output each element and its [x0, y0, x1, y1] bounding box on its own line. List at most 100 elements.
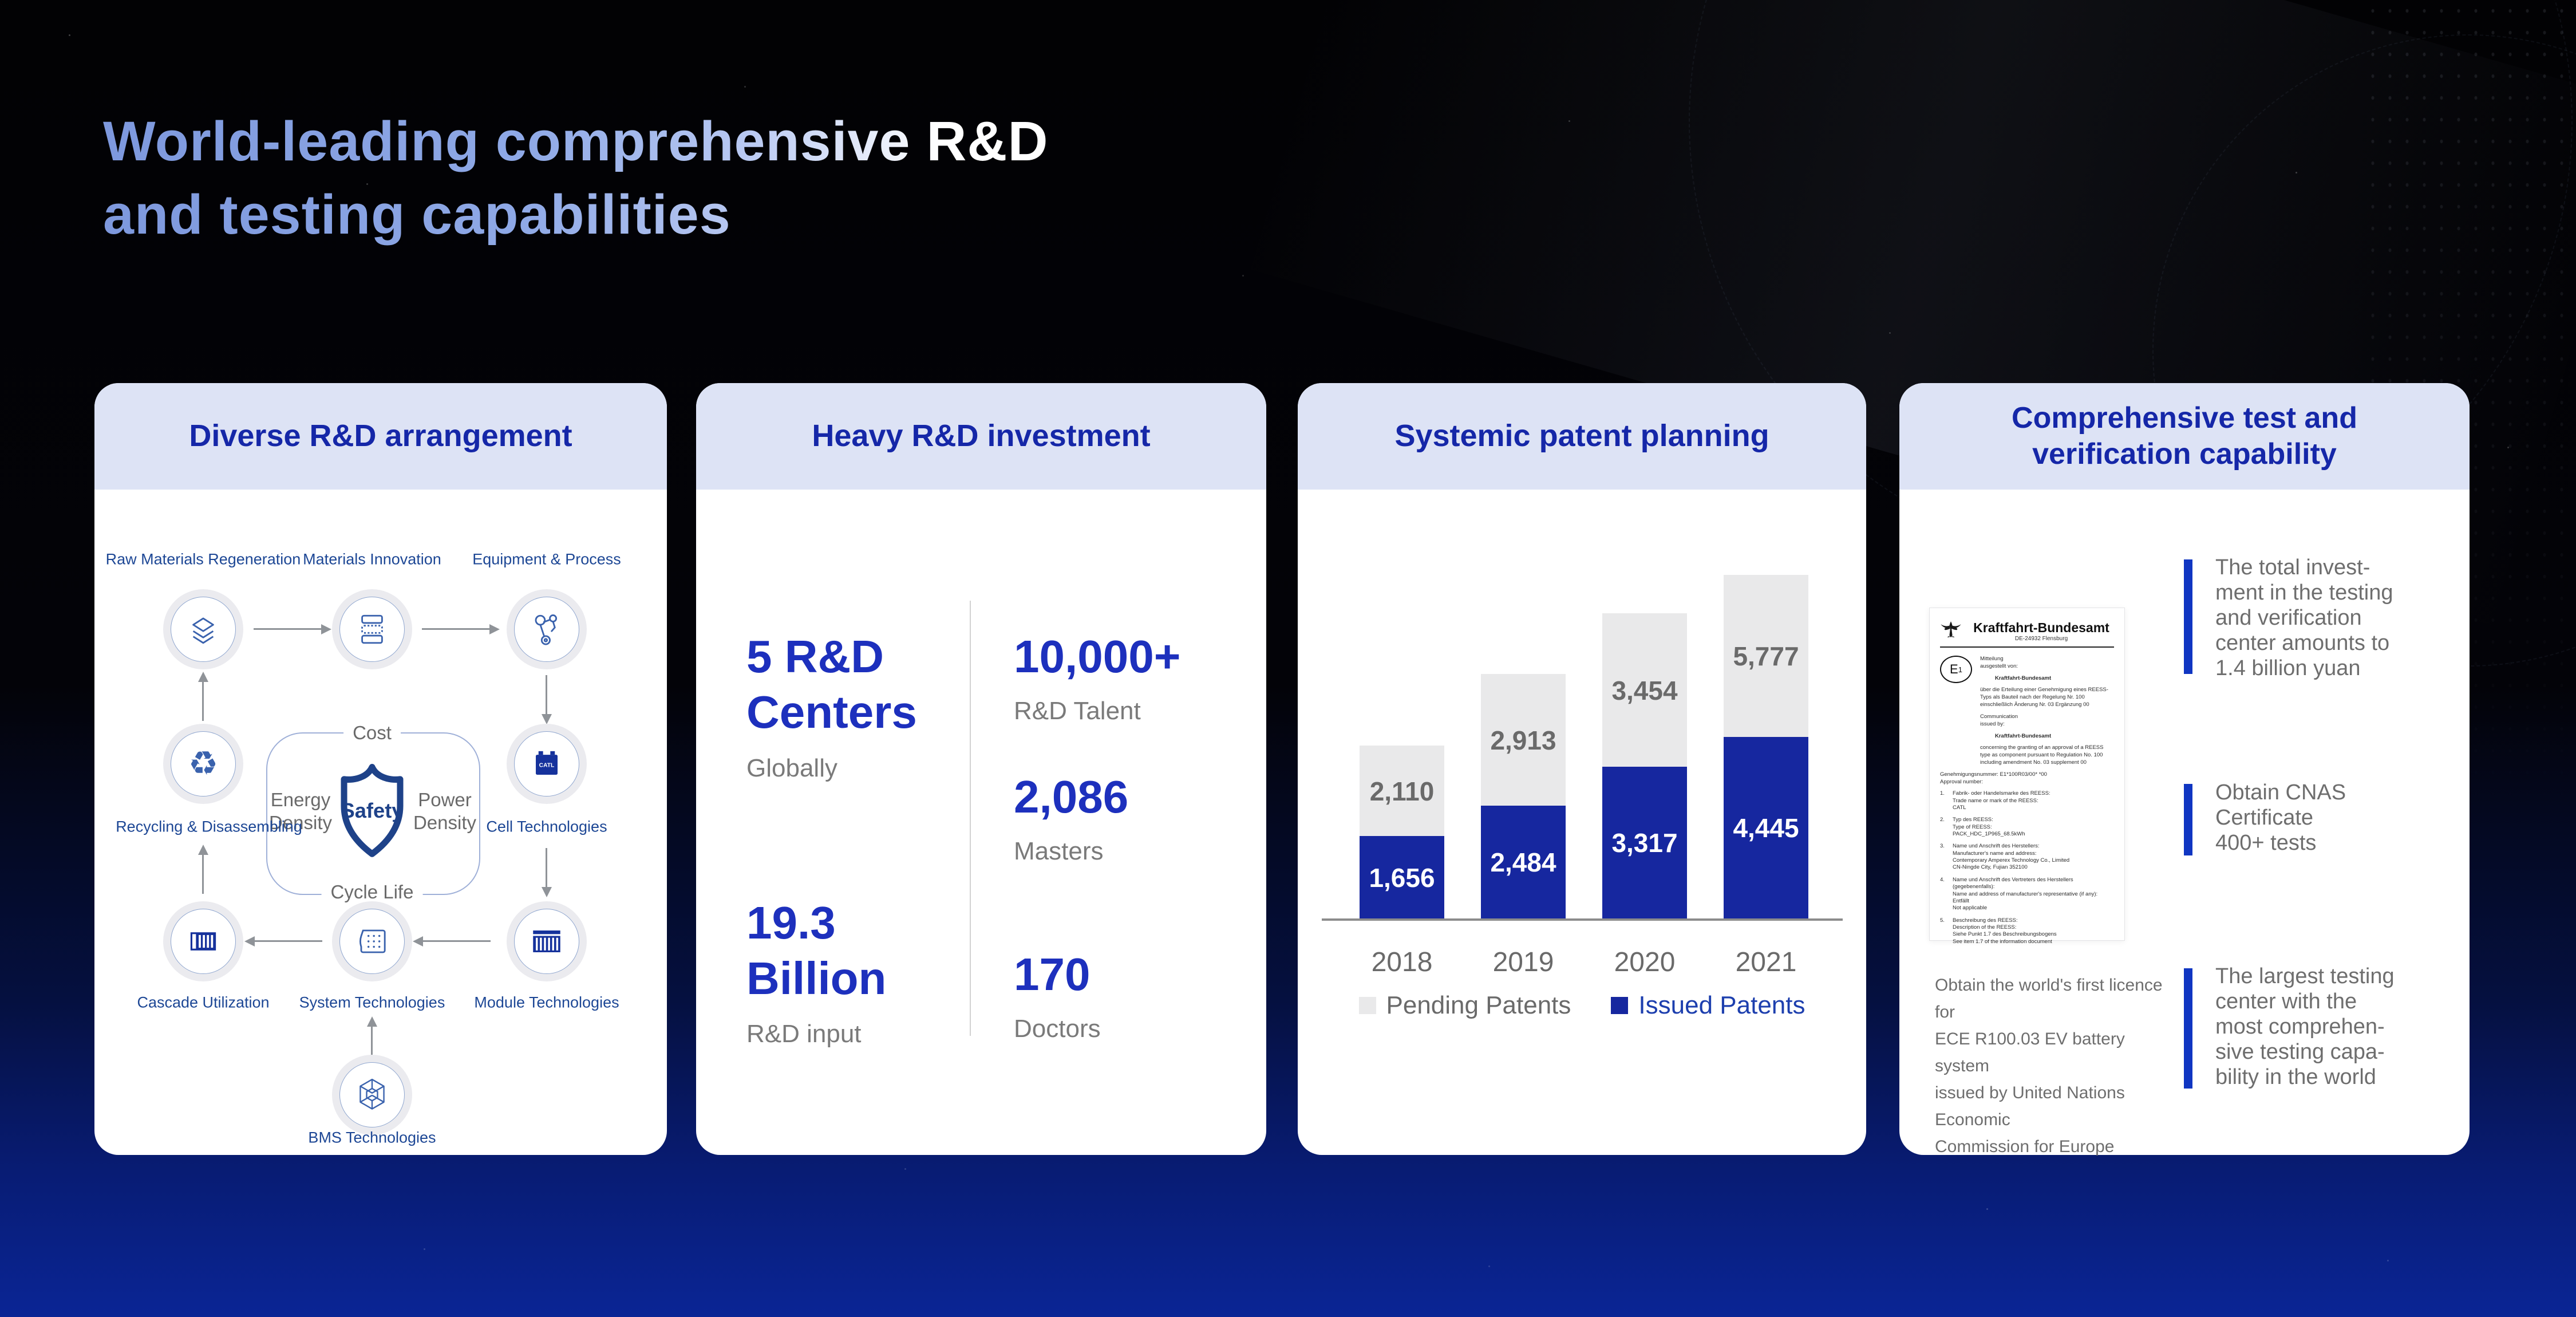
- card-test-capability: Comprehensive test and verification capa…: [1899, 383, 2470, 1156]
- card-rd-investment-title: Heavy R&D investment: [696, 383, 1266, 490]
- card-rd-investment: Heavy R&D investment 5 R&D Centers Globa…: [696, 383, 1266, 1155]
- chart-x-axis: [1322, 918, 1843, 921]
- material-stack-icon: [339, 597, 405, 662]
- label-module-technologies: Module Technologies: [474, 993, 619, 1011]
- issued-segment: [1724, 737, 1808, 918]
- pending-value: 5,777: [1733, 641, 1799, 671]
- bms-cube-icon: [339, 1062, 405, 1127]
- issued-segment: [1360, 836, 1444, 918]
- page-title: World-leading comprehensive R&D and test…: [103, 105, 1049, 251]
- certificate-authority: Kraftfahrt-Bundesamt: [1973, 620, 2109, 635]
- stat-rd-centers-label: Globally: [746, 754, 837, 782]
- system-pack-icon: [339, 909, 405, 974]
- certificate-communication: Communication issued by:: [1980, 713, 2018, 727]
- pending-value: 3,454: [1611, 676, 1678, 705]
- node-equipment-process: [507, 589, 587, 669]
- ring-label-energy-density: Energy Density: [267, 786, 334, 837]
- legend-item-pending: Pending Patents: [1358, 991, 1571, 1020]
- highlight-cnas: Obtain CNAS Certificate 400+ tests: [2215, 780, 2346, 855]
- card-patent-planning: Systemic patent planning 2,110 1,656 2018 2…: [1298, 383, 1866, 1155]
- layers-icon: [171, 597, 236, 662]
- recycle-icon: ♻: [171, 731, 236, 796]
- node-system-technologies: [332, 901, 412, 981]
- stat-masters-label: Masters: [1014, 837, 1104, 865]
- battery-cell-icon: CATL: [514, 731, 579, 796]
- certificate-item-2: 2. Typ des REESS: Type of REESS: PACK_HDC…: [1940, 817, 2025, 838]
- issued-value: 4,445: [1733, 813, 1799, 843]
- arrow-equipment-to-cell: [546, 675, 547, 715]
- year-label: 2019: [1492, 947, 1554, 977]
- arrow-system-to-cascade: [254, 940, 322, 942]
- issued-value: 1,656: [1369, 863, 1435, 893]
- arrow-cell-to-module: [546, 848, 547, 888]
- bar-2021: 5,777 4,445 2021: [1724, 575, 1808, 977]
- certificate-item-3: 3. Name und Anschrift des Herstellers: Ma…: [1940, 843, 2070, 871]
- issued-segment: [1602, 767, 1687, 918]
- card-test-capability-title: Comprehensive test and verification capa…: [1899, 383, 2470, 490]
- arrow-raw-to-innovation: [254, 628, 322, 630]
- card-patent-planning-title: Systemic patent planning: [1298, 383, 1866, 490]
- issued-segment: [1481, 806, 1566, 918]
- issued-value: 2,484: [1490, 847, 1556, 877]
- legend-issued-label: Issued Patents: [1638, 991, 1805, 1019]
- stat-rd-talent-label: R&D Talent: [1014, 697, 1141, 725]
- certificate-location: DE-24932 Flensburg: [2014, 635, 2068, 642]
- pending-swatch: [1358, 997, 1376, 1014]
- node-raw-materials: [163, 589, 243, 669]
- certificate-item-4: 4. Name und Anschrift des Vertreters des …: [1940, 876, 2098, 912]
- ring-label-cycle-life: Cycle Life: [321, 880, 423, 904]
- year-label: 2018: [1371, 947, 1433, 977]
- ring-label-power-density: Power Density: [412, 786, 478, 837]
- module-icon: [514, 909, 579, 974]
- issued-value: 3,317: [1611, 828, 1678, 858]
- highlight-largest: The largest testing center with the most…: [2215, 964, 2395, 1089]
- node-cell-technologies: CATL: [507, 724, 587, 804]
- ece-licence-note: Obtain the world's first licence for ECE…: [1935, 976, 2163, 1156]
- certificate-item-5: 5. Beschreibung des REESS: Description of…: [1940, 917, 2057, 945]
- card-rd-arrangement: Diverse R&D arrangement Raw Materials Re…: [94, 383, 667, 1155]
- background-particles: [69, 34, 70, 36]
- stats-divider: [970, 601, 971, 1036]
- label-bms: BMS Technologies: [308, 1129, 436, 1146]
- certificate-item-1: 1. Fabrik- oder Handelsmarke des REESS: T…: [1940, 790, 2050, 811]
- safety-shield-icon: Safety: [327, 758, 417, 865]
- label-materials-innovation: Materials Innovation: [303, 550, 441, 568]
- year-label: 2021: [1735, 947, 1797, 977]
- certificate-document: Kraftfahrt-Bundesamt DE-24932 Flensburg …: [1929, 608, 2125, 945]
- robot-arm-icon: [514, 597, 579, 662]
- node-recycling: ♻: [163, 724, 243, 804]
- arrow-cascade-to-recycling: [202, 854, 204, 894]
- card-rd-arrangement-title: Diverse R&D arrangement: [94, 383, 667, 490]
- bar-2020: 3,454 3,317 2020: [1602, 575, 1687, 977]
- stat-doctors: 170: [1014, 949, 1091, 1000]
- highlight-bar-largest: [2184, 968, 2192, 1089]
- certificate-issuer-de: Kraftfahrt-Bundesamt: [1995, 675, 2052, 681]
- stat-doctors-label: Doctors: [1014, 1015, 1101, 1043]
- shield-text: Safety: [341, 799, 404, 822]
- federal-eagle-icon: [1940, 620, 1962, 642]
- year-label: 2020: [1614, 947, 1676, 977]
- certificate-issuer-en: Kraftfahrt-Bundesamt: [1995, 732, 2052, 739]
- highlight-investment: The total invest- ment in the testing an…: [2215, 555, 2393, 680]
- pending-value: 2,913: [1490, 725, 1556, 755]
- patent-chart-plot: 2,110 1,656 2018 2,913 2,484 2019 3,454 3,317 20…: [1332, 575, 1836, 977]
- label-cell-technologies: Cell Technologies: [486, 818, 607, 835]
- node-bms: [332, 1055, 412, 1135]
- chart-legend: Pending Patents Issued Patents: [1298, 991, 1866, 1020]
- pending-value: 2,110: [1369, 776, 1435, 806]
- arrow-bms-to-system: [371, 1026, 373, 1060]
- certificate-text-en: concerning the granting of an approval o…: [1980, 744, 2104, 766]
- certificate-approval-number: Genehmigungsnummer: E1*100R03/00* *00 Ap…: [1940, 771, 2047, 785]
- issued-swatch: [1611, 997, 1629, 1014]
- node-cascade: [163, 901, 243, 981]
- cascade-rack-icon: [171, 909, 236, 974]
- stat-rd-talent: 10,000+: [1014, 631, 1181, 682]
- stat-rd-input: 19.3 Billion: [746, 897, 887, 1004]
- highlight-bar-investment: [2184, 559, 2192, 674]
- legend-pending-label: Pending Patents: [1386, 991, 1571, 1019]
- legend-item-issued: Issued Patents: [1611, 991, 1805, 1020]
- ring-label-cost: Cost: [343, 721, 401, 745]
- certificate-mitteilung: Mitteilung ausgestellt von:: [1980, 656, 2018, 669]
